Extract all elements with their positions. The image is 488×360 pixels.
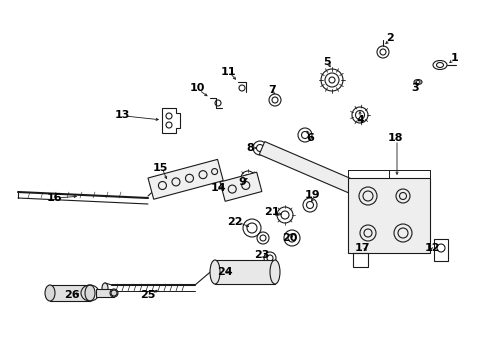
Ellipse shape — [45, 285, 55, 301]
Text: 14: 14 — [210, 183, 225, 193]
Bar — [96, 289, 114, 297]
Polygon shape — [220, 172, 262, 201]
Text: 19: 19 — [304, 190, 319, 200]
Text: 23: 23 — [254, 250, 269, 260]
Text: 7: 7 — [267, 85, 275, 95]
Text: 24: 24 — [217, 267, 232, 277]
Text: 10: 10 — [189, 83, 204, 93]
Text: 17: 17 — [353, 243, 369, 253]
Polygon shape — [347, 178, 429, 253]
Text: 18: 18 — [386, 133, 402, 143]
Text: 16: 16 — [47, 193, 62, 203]
Text: 4: 4 — [355, 115, 363, 125]
Text: 5: 5 — [323, 57, 330, 67]
Text: 1: 1 — [450, 53, 458, 63]
Polygon shape — [148, 159, 223, 199]
Text: 2: 2 — [386, 33, 393, 43]
Text: 22: 22 — [227, 217, 242, 227]
Text: 20: 20 — [282, 233, 297, 243]
Ellipse shape — [85, 285, 95, 301]
Text: 25: 25 — [140, 290, 155, 300]
Ellipse shape — [269, 260, 280, 284]
Text: 11: 11 — [220, 67, 235, 77]
Text: 21: 21 — [264, 207, 279, 217]
Text: 15: 15 — [152, 163, 167, 173]
Text: 8: 8 — [245, 143, 253, 153]
Text: 6: 6 — [305, 133, 313, 143]
Ellipse shape — [209, 260, 220, 284]
Text: 13: 13 — [114, 110, 129, 120]
Bar — [215, 260, 274, 284]
Bar — [50, 285, 90, 301]
Polygon shape — [259, 141, 357, 194]
Text: 26: 26 — [64, 290, 80, 300]
Ellipse shape — [102, 283, 108, 293]
Ellipse shape — [110, 289, 118, 297]
Text: 9: 9 — [238, 177, 245, 187]
Text: 12: 12 — [424, 243, 439, 253]
Text: 3: 3 — [410, 83, 418, 93]
